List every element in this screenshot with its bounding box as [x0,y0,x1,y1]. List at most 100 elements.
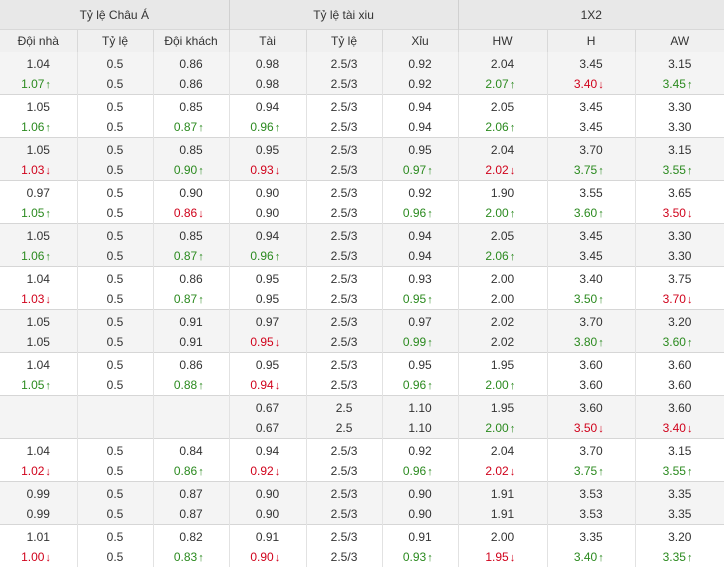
odds-value: 0.97 [408,315,432,329]
odds-value: 1.05 [26,334,50,349]
cell-over: 0.67 [229,418,307,439]
cell-home-win: 2.02 [458,309,548,332]
col-header-handicap: Tỷ lệ [77,29,154,52]
cell-over: 0.96↑ [229,117,307,138]
odds-value: 0.95 [250,334,274,349]
cell-under: 0.91 [382,524,459,547]
odds-value: 1.05 [26,143,50,157]
cell-under: 1.10 [382,418,459,439]
cell-home-win: 1.95 [458,352,548,375]
cell-handicap: 0.5 [77,52,154,74]
arrow-down-icon: ↓ [274,551,281,564]
odds-value: 1.06 [21,119,45,134]
col-header-under: Xỉu [382,29,459,52]
odds-value: 0.91 [179,334,203,349]
odds-value: 2.07 [485,76,509,91]
cell-draw: 3.53 [547,504,636,525]
arrow-up-icon: ↑ [427,379,433,392]
group-header-row: Tỷ lệ Châu Á Tỷ lệ tài xiu 1X2 [0,0,724,30]
cell-total-line: 2.5/3 [306,375,383,396]
cell-draw: 3.40 [547,266,636,289]
odds-value: 0.95 [408,143,432,157]
cell-away-win: 3.60 [635,352,724,375]
odds-value: 3.45 [579,57,603,71]
arrow-down-icon: ↓ [274,379,281,392]
cell-under: 0.95 [382,137,459,160]
cell-home: 1.05↑ [0,203,78,224]
cell-draw: 3.50↓ [547,418,636,439]
cell-under: 0.92 [382,74,459,95]
odds-value: 0.86 [179,76,203,91]
odds-value: 0.5 [106,377,124,392]
cell-handicap: 0.5 [77,74,154,95]
odds-value: 2.5/3 [330,229,358,243]
odds-value: 0.92 [250,463,274,478]
arrow-up-icon: ↑ [686,551,693,564]
cell-draw: 3.80↑ [547,332,636,353]
arrow-up-icon: ↑ [45,121,51,134]
cell-home: 0.97 [0,180,78,203]
odds-value: 0.95 [402,291,427,306]
odds-value: 3.75 [573,162,598,177]
cell-home [0,395,78,418]
odds-value: 0.95 [255,272,280,286]
cell-over: 0.98 [229,74,307,95]
arrow-up-icon: ↑ [598,336,604,349]
cell-home: 1.02↓ [0,461,78,482]
odds-row-current: 1.06↑ 0.5 0.87↑ 0.96↑ 2.5/3 0.94 2.06↑ 3.45 3.30 [0,117,724,138]
cell-total-line: 2.5/3 [306,203,383,224]
odds-value: 3.15 [668,444,692,458]
odds-value: 0.92 [408,57,432,71]
cell-away-win: 3.15 [635,137,724,160]
cell-home: 1.05↑ [0,375,78,396]
odds-value: 3.30 [668,248,692,263]
odds-value: 2.02 [490,315,515,329]
odds-value: 3.60 [668,401,692,415]
odds-value: 2.04 [490,143,515,157]
odds-value: 0.94 [408,119,432,134]
odds-value: 3.53 [579,487,603,501]
arrow-up-icon: ↑ [198,465,204,478]
odds-row-current: 1.05↑ 0.5 0.88↑ 0.94↓ 2.5/3 0.96↑ 2.00↑ 3.60 3.6… [0,375,724,396]
odds-value: 3.45 [579,100,603,114]
odds-value: 0.5 [106,143,124,157]
odds-value: 0.84 [179,444,203,458]
odds-value: 0.5 [106,205,124,220]
arrow-down-icon: ↓ [198,207,204,220]
odds-value: 3.60 [579,358,603,372]
odds-value: 0.97 [402,162,427,177]
arrow-up-icon: ↑ [427,551,433,564]
odds-value: 0.90 [179,186,203,200]
odds-value: 0.94 [250,377,274,392]
cell-home-win: 2.06↑ [458,246,548,267]
arrow-down-icon: ↓ [45,551,51,564]
odds-value: 0.86 [173,463,198,478]
odds-row-opening: 1.05 0.5 0.85 0.94 2.5/3 0.94 2.05 3.45 3.30 [0,94,724,117]
odds-value: 0.5 [106,162,124,177]
arrow-down-icon: ↓ [509,551,516,564]
cell-away: 0.90 [153,180,230,203]
odds-value: 3.30 [668,229,692,243]
odds-row-opening: 1.04 0.5 0.86 0.95 2.5/3 0.93 2.00 3.40 3.75 [0,266,724,289]
cell-total-line: 2.5/3 [306,438,383,461]
arrow-up-icon: ↑ [427,164,433,177]
odds-value: 3.60 [573,205,598,220]
odds-value: 1.05 [21,377,45,392]
cell-over: 0.90 [229,203,307,224]
odds-value: 0.95 [408,358,432,372]
odds-value: 1.90 [490,186,515,200]
odds-value: 3.60 [579,401,603,415]
cell-away-win: 3.75 [635,266,724,289]
cell-away: 0.86↓ [153,203,230,224]
odds-value: 0.5 [106,186,124,200]
odds-value: 1.02 [21,463,45,478]
odds-value: 0.91 [179,315,203,329]
cell-away-win: 3.30 [635,223,724,246]
odds-row-current: 1.03↓ 0.5 0.87↑ 0.95 2.5/3 0.95↑ 2.00 3.50↑ 3.70… [0,289,724,310]
cell-draw: 3.45 [547,94,636,117]
odds-value: 0.97 [26,186,50,200]
odds-value: 0.5 [106,100,124,114]
arrow-down-icon: ↓ [45,293,51,306]
odds-value: 3.50 [573,291,598,306]
